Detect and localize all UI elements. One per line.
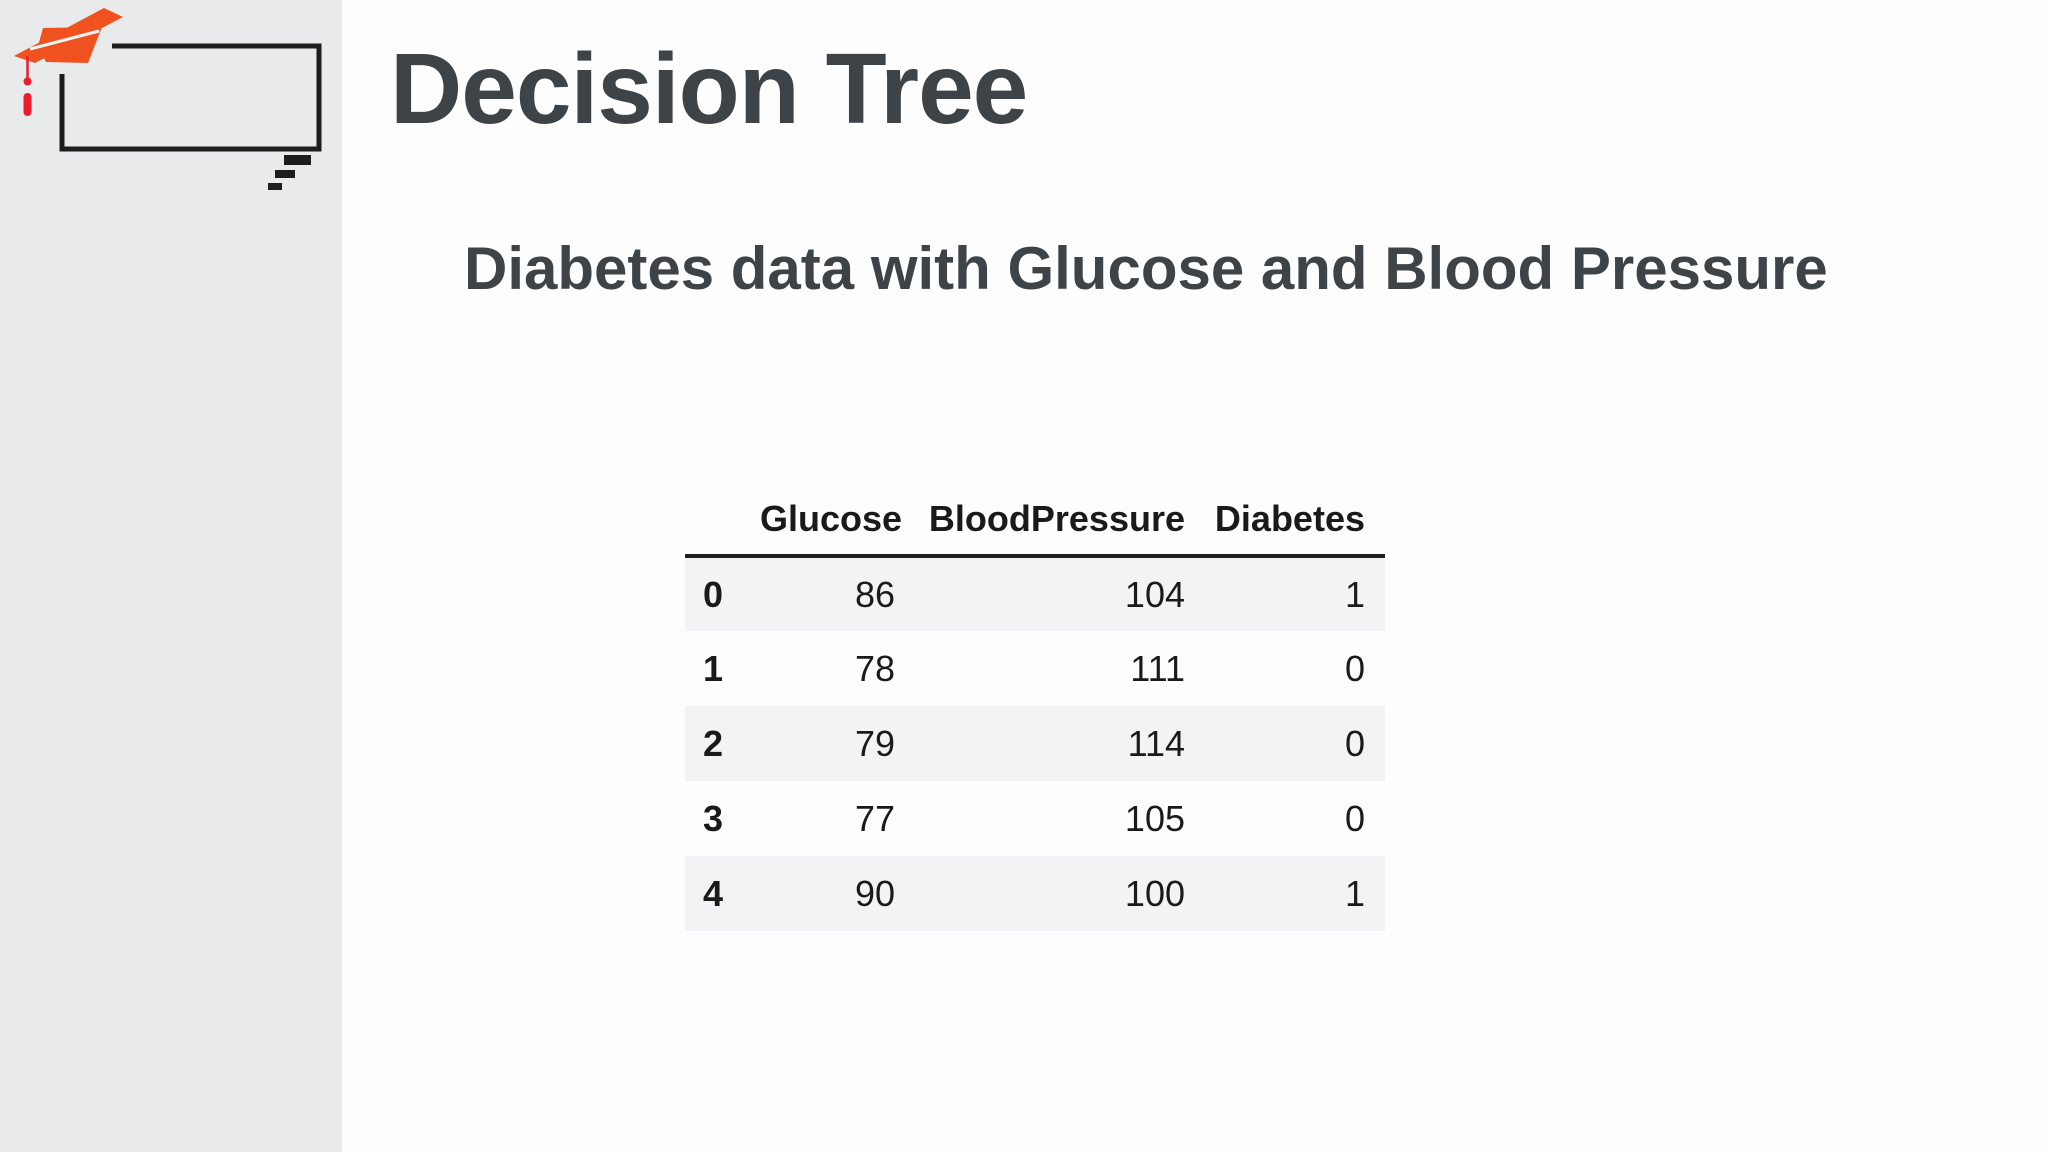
sidebar xyxy=(0,0,342,1152)
table-row: 1 78 111 0 xyxy=(685,631,1385,706)
header-row: Glucose BloodPressure Diabetes xyxy=(685,498,1385,558)
row-index-cell: 2 xyxy=(703,722,724,764)
column-header-glucose: Glucose xyxy=(760,498,915,558)
cell-blood-pressure: 111 xyxy=(1130,647,1185,689)
table-row: 2 79 114 0 xyxy=(685,706,1385,781)
cell-blood-pressure: 104 xyxy=(1124,573,1185,615)
frame-shape xyxy=(59,43,322,152)
page-title: Decision Tree xyxy=(390,33,1028,145)
row-index-cell: 3 xyxy=(703,797,724,839)
column-header-diabetes: Diabetes xyxy=(1205,498,1385,558)
cell-diabetes: 0 xyxy=(1344,797,1365,839)
cell-blood-pressure: 100 xyxy=(1124,872,1185,914)
column-header-bloodpressure: BloodPressure xyxy=(915,498,1205,558)
tassel-icon xyxy=(23,56,32,116)
graduation-cap-logo xyxy=(14,8,322,190)
steps-shape xyxy=(268,155,311,190)
cell-glucose: 78 xyxy=(854,647,895,689)
row-index-cell: 1 xyxy=(703,647,724,689)
page-subtitle: Diabetes data with Glucose and Blood Pre… xyxy=(464,235,1828,302)
mortarboard-icon xyxy=(14,8,123,63)
table-row: 3 77 105 0 xyxy=(685,781,1385,856)
cell-glucose: 77 xyxy=(854,797,895,839)
cell-diabetes: 1 xyxy=(1344,573,1365,615)
index-corner-cell xyxy=(685,498,760,558)
row-index-cell: 4 xyxy=(703,872,724,914)
table-row: 4 90 100 1 xyxy=(685,856,1385,931)
row-index-cell: 0 xyxy=(703,573,724,615)
cell-glucose: 79 xyxy=(854,722,895,764)
cell-glucose: 90 xyxy=(854,872,895,914)
cell-diabetes: 0 xyxy=(1344,722,1365,764)
dataframe-container: Glucose BloodPressure Diabetes 0 86 104 … xyxy=(685,498,1385,931)
table-row: 0 86 104 1 xyxy=(685,556,1385,631)
cell-glucose: 86 xyxy=(854,573,895,615)
cell-blood-pressure: 105 xyxy=(1124,797,1185,839)
cell-diabetes: 0 xyxy=(1344,647,1365,689)
dataframe-table: Glucose BloodPressure Diabetes 0 86 104 … xyxy=(685,498,1385,931)
cell-diabetes: 1 xyxy=(1344,872,1365,914)
cell-blood-pressure: 114 xyxy=(1127,722,1185,764)
